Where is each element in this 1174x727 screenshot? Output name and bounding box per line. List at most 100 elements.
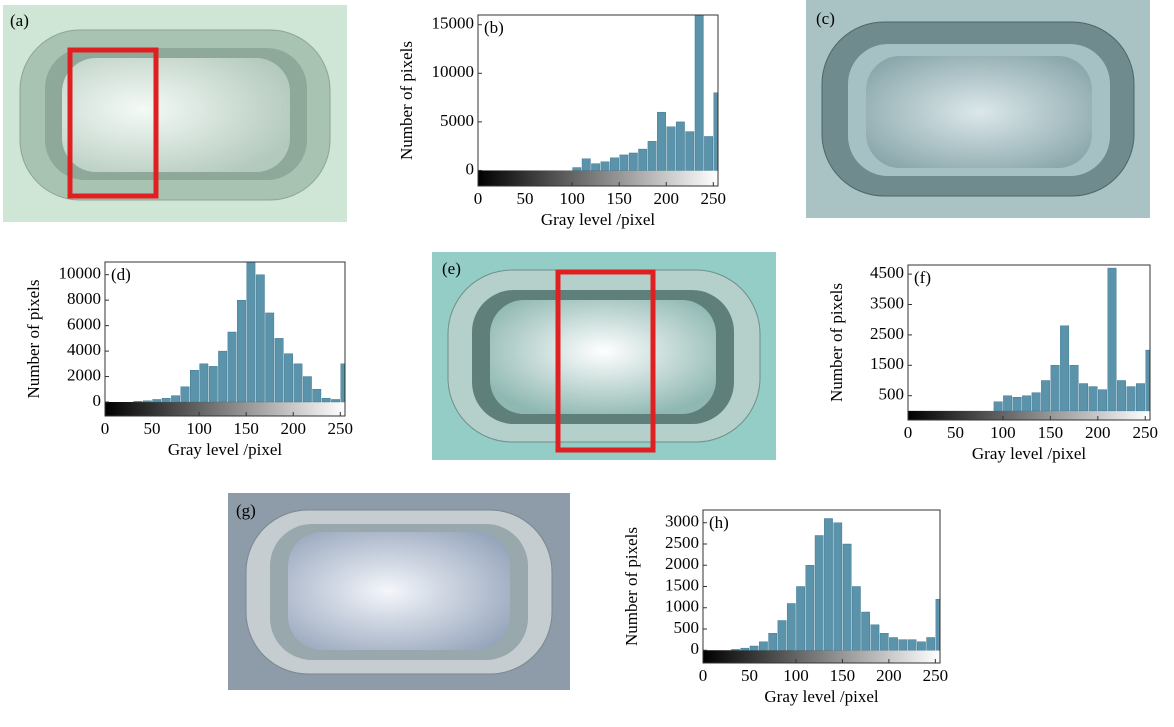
y-tick-label: 500 [674,618,700,637]
histogram-bar [786,603,796,651]
x-tick-label: 0 [101,419,110,438]
histogram-bar [1041,380,1051,412]
histogram-bar [675,121,685,171]
histogram-bar [321,397,331,403]
x-axis-label: Gray level /pixel [541,210,656,229]
histogram-bar [1050,365,1060,412]
histogram-bar [1079,383,1089,412]
x-tick-label: 50 [947,423,964,442]
photo-e: (e) [432,252,776,460]
photo-a: (a) [3,5,347,222]
histogram-bar [284,353,293,403]
histogram-bar [796,586,805,651]
gray-scale-bar [908,410,1150,420]
histogram-bar [340,363,345,403]
x-axis-label: Gray level /pixel [764,687,879,706]
histogram-bar [1012,397,1022,412]
histogram-bar [657,111,666,171]
histogram-bar [246,261,256,403]
histogram-bar [1098,389,1107,412]
histogram-bar [572,167,582,171]
y-axis-label: Number of pixels [622,527,641,646]
x-tick-label: 250 [1133,423,1159,442]
histogram-bar [731,649,740,651]
histogram-bar [1126,386,1136,412]
y-tick-label: 5000 [440,111,474,130]
y-tick-label: 10000 [59,264,102,283]
x-tick-label: 0 [474,189,483,208]
histogram-bar [628,152,638,171]
y-tick-label: 2500 [665,533,699,552]
histogram-bar [861,611,870,651]
x-tick-label: 50 [517,189,534,208]
histogram-bar [666,126,676,171]
x-tick-label: 150 [830,666,856,685]
histogram-bar [255,274,265,403]
histogram-bar [935,599,940,651]
histogram-bar [917,641,926,651]
histogram-bar [1145,349,1150,412]
y-axis-label: Number of pixels [24,280,43,399]
histogram-bar [1069,365,1079,412]
y-tick-label: 1500 [870,354,904,373]
panel-label: (h) [709,513,729,532]
x-tick-label: 200 [1085,423,1111,442]
y-tick-label: 2000 [665,554,699,573]
histogram-bar [777,620,787,651]
gray-scale-bar [703,650,940,663]
histogram-bar [600,161,610,171]
histogram-bar [638,148,648,171]
x-axis-label: Gray level /pixel [972,444,1087,463]
x-tick-label: 100 [783,666,809,685]
histogram-bar [879,633,889,651]
x-tick-label: 100 [559,189,585,208]
y-tick-label: 15000 [432,14,475,33]
histogram-bar [870,624,880,651]
histogram-bar [274,338,284,403]
panel-label: (a) [10,11,29,30]
axes-frame [104,261,346,417]
gray-scale-bar [478,170,718,186]
histogram-bar [842,543,852,651]
histogram-bar [180,386,190,403]
histogram-bar [1003,395,1013,412]
histogram-bar [926,637,936,651]
panel-label: (g) [236,501,256,520]
histogram-bar [152,399,162,403]
y-tick-label: 4000 [67,340,101,359]
x-axis-label: Gray level /pixel [168,440,283,459]
histogram-bar [647,141,657,171]
histogram-bar [685,131,695,171]
histogram-bar [199,363,209,403]
y-tick-label: 0 [691,639,700,658]
histogram-bar [713,92,718,171]
histogram-bar [824,518,833,651]
x-tick-label: 150 [233,419,259,438]
y-tick-label: 2500 [870,324,904,343]
panel-label: (c) [816,9,835,28]
histogram-bar [704,136,713,171]
histogram-bar [208,366,218,403]
histogram-bar [759,641,768,651]
y-axis-label: Number of pixels [827,283,846,402]
histogram-bar [610,157,619,171]
histogram-bar [993,401,1003,412]
histogram-bar [133,401,143,403]
x-tick-label: 200 [653,189,679,208]
histogram-bar [1022,395,1032,412]
histogram-bar [227,331,237,403]
histogram-bar [814,535,824,651]
histogram-bar [1060,325,1070,412]
histogram-bar [619,154,629,171]
x-tick-label: 150 [606,189,632,208]
histogram-bar [171,395,180,403]
histogram-bar [237,299,246,403]
x-tick-label: 100 [186,419,212,438]
y-tick-label: 3000 [665,512,699,531]
x-tick-label: 200 [876,666,902,685]
y-tick-label: 3500 [870,293,904,312]
axes-frame [477,14,719,187]
panel-label: (b) [484,18,504,37]
y-tick-label: 0 [466,159,475,178]
